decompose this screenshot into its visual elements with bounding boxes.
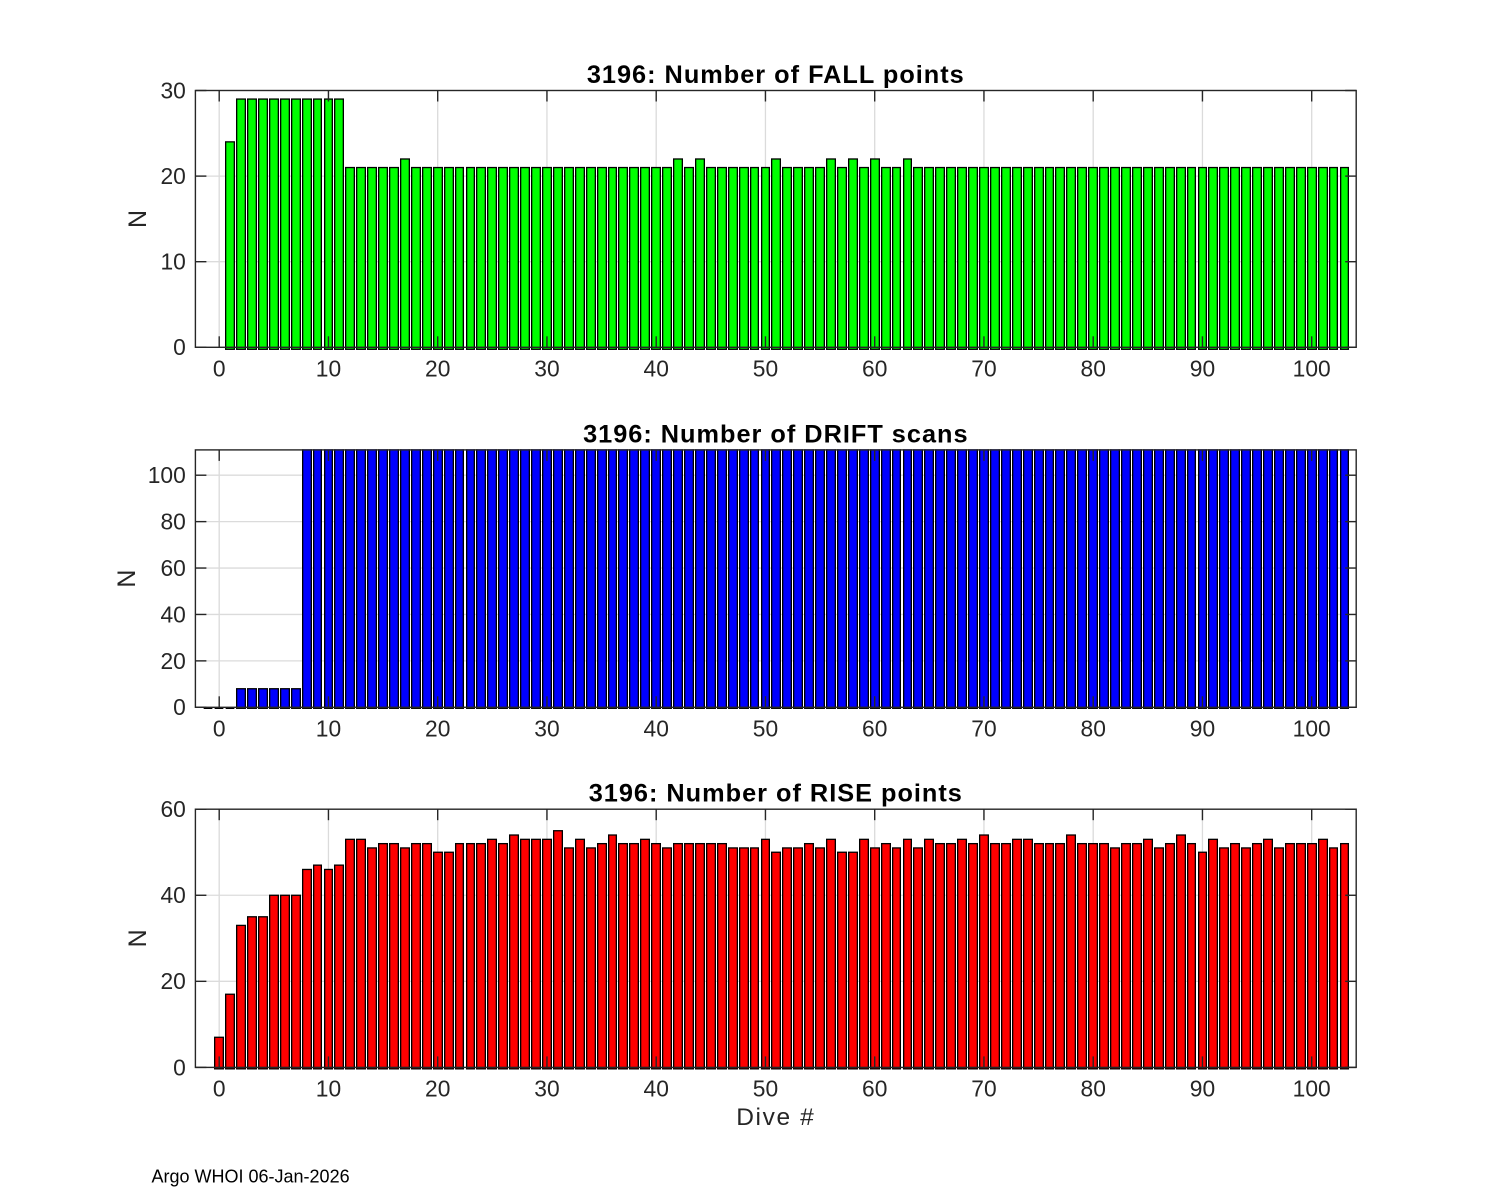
svg-text:10: 10	[316, 356, 341, 382]
svg-text:40: 40	[160, 601, 185, 627]
svg-text:60: 60	[862, 356, 887, 382]
svg-text:100: 100	[1293, 716, 1331, 742]
svg-text:70: 70	[971, 716, 996, 742]
svg-text:20: 20	[160, 968, 185, 994]
svg-text:N: N	[124, 210, 152, 228]
svg-text:60: 60	[160, 555, 185, 581]
svg-text:0: 0	[213, 1076, 226, 1102]
svg-text:100: 100	[1293, 1076, 1331, 1102]
svg-text:N: N	[124, 929, 152, 947]
svg-text:20: 20	[160, 163, 185, 189]
svg-text:0: 0	[173, 694, 186, 720]
svg-text:0: 0	[173, 334, 186, 360]
svg-text:20: 20	[425, 716, 450, 742]
svg-text:40: 40	[644, 1076, 669, 1102]
svg-text:10: 10	[160, 249, 185, 275]
svg-text:3196: Number of FALL points: 3196: Number of FALL points	[587, 61, 965, 89]
svg-text:80: 80	[1081, 1076, 1106, 1102]
svg-text:20: 20	[425, 1076, 450, 1102]
svg-text:80: 80	[1081, 356, 1106, 382]
svg-text:30: 30	[160, 77, 185, 103]
svg-text:50: 50	[753, 1076, 778, 1102]
svg-text:3196: Number of RISE points: 3196: Number of RISE points	[589, 780, 963, 808]
svg-text:60: 60	[160, 796, 185, 822]
svg-text:20: 20	[425, 356, 450, 382]
svg-text:70: 70	[971, 356, 996, 382]
svg-text:Dive #: Dive #	[736, 1104, 815, 1131]
svg-text:40: 40	[644, 716, 669, 742]
svg-text:N: N	[113, 570, 141, 588]
svg-text:0: 0	[213, 356, 226, 382]
svg-text:90: 90	[1190, 356, 1215, 382]
svg-text:100: 100	[1293, 356, 1331, 382]
svg-text:30: 30	[534, 716, 559, 742]
svg-text:50: 50	[753, 356, 778, 382]
svg-text:60: 60	[862, 1076, 887, 1102]
svg-text:50: 50	[753, 716, 778, 742]
svg-text:40: 40	[644, 356, 669, 382]
svg-text:90: 90	[1190, 1076, 1215, 1102]
svg-text:60: 60	[862, 716, 887, 742]
svg-text:30: 30	[534, 1076, 559, 1102]
svg-text:70: 70	[971, 1076, 996, 1102]
svg-text:30: 30	[534, 356, 559, 382]
svg-text:0: 0	[173, 1054, 186, 1080]
svg-text:40: 40	[160, 882, 185, 908]
svg-text:20: 20	[160, 648, 185, 674]
svg-text:100: 100	[148, 462, 186, 488]
svg-text:80: 80	[160, 509, 185, 535]
svg-text:Argo WHOI 06-Jan-2026: Argo WHOI 06-Jan-2026	[152, 1167, 350, 1187]
svg-text:10: 10	[316, 716, 341, 742]
svg-text:0: 0	[213, 716, 226, 742]
svg-text:10: 10	[316, 1076, 341, 1102]
svg-text:3196: Number of DRIFT scans: 3196: Number of DRIFT scans	[583, 420, 968, 448]
svg-text:80: 80	[1081, 716, 1106, 742]
svg-text:90: 90	[1190, 716, 1215, 742]
